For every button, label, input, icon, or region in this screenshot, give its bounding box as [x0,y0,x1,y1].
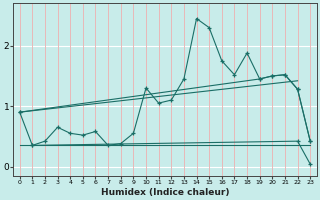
X-axis label: Humidex (Indice chaleur): Humidex (Indice chaleur) [101,188,229,197]
